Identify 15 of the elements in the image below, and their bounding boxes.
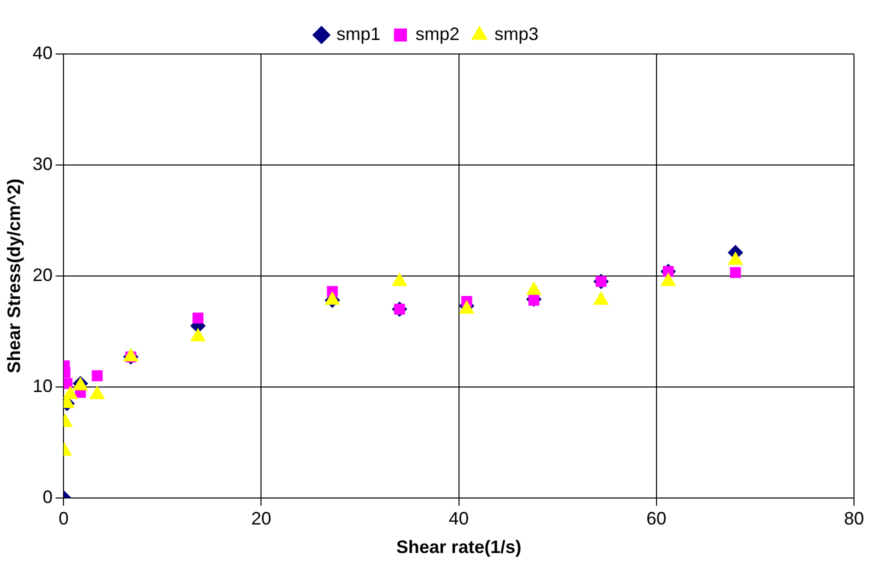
- legend-label: smp3: [494, 24, 539, 44]
- x-tick-label: 20: [251, 508, 272, 529]
- y-tick-label: 40: [32, 42, 53, 63]
- legend-label: smp1: [336, 24, 380, 44]
- y-tick-label: 0: [42, 486, 53, 507]
- x-tick-label: 80: [844, 508, 864, 529]
- y-tick-label: 30: [32, 154, 53, 174]
- y-axis-title: Shear Stress(dy/cm^2): [4, 178, 24, 374]
- x-tick-label: 60: [646, 508, 666, 529]
- x-axis-title: Shear rate(1/s): [396, 537, 522, 558]
- legend-label: smp2: [415, 24, 460, 44]
- y-tick-label: 10: [32, 376, 53, 396]
- x-tick-label: 0: [58, 508, 69, 529]
- y-tick-label: 20: [32, 264, 53, 285]
- x-tick-label: 40: [448, 508, 469, 529]
